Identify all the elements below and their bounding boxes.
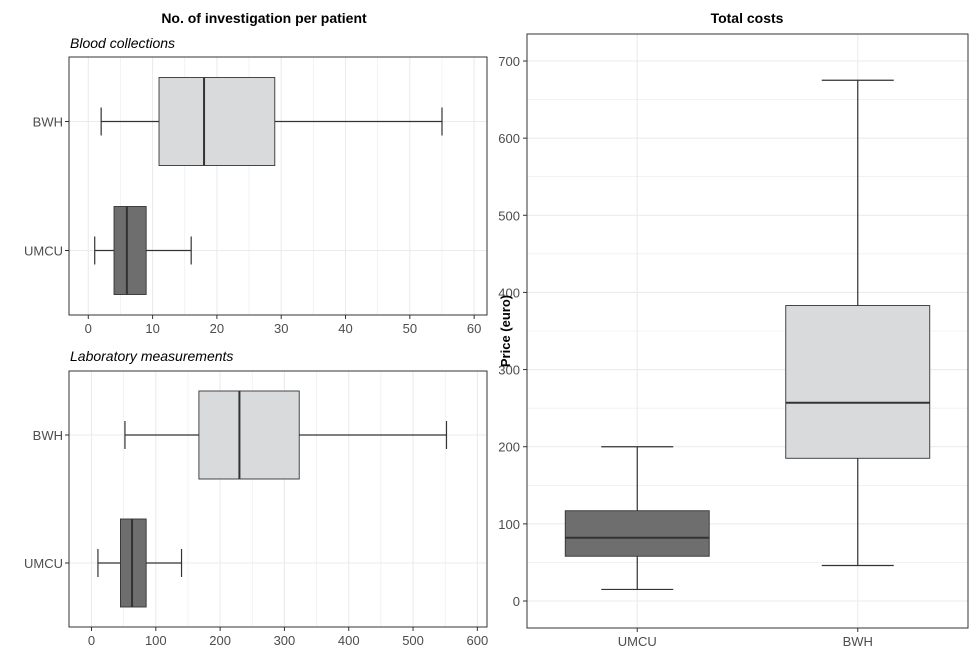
box-iqr	[564, 510, 710, 557]
y-tick-label: 0	[513, 594, 520, 609]
y-tick-label: 300	[498, 363, 520, 378]
y-tick-label: UMCU	[24, 556, 63, 571]
panel-border	[68, 56, 488, 316]
y-tick-label: 600	[498, 131, 520, 146]
y-tick-label: UMCU	[24, 244, 63, 259]
panel-1: Blood collections BWH UMCU 0 10 20 30 40 50 60	[24, 35, 488, 336]
y-tick-label: 400	[498, 285, 520, 300]
box-umcu	[97, 518, 183, 608]
x-tick-label: 500	[402, 633, 424, 648]
box-iqr	[785, 305, 931, 459]
y-tick-label: BWH	[33, 115, 63, 130]
box-bwh	[100, 77, 443, 166]
x-tick-label: 0	[88, 633, 95, 648]
y-tick-label: BWH	[33, 428, 63, 443]
panel-subtitle: Laboratory measurements	[70, 348, 233, 364]
y-tick-label: 100	[498, 517, 520, 532]
panel-title: Total costs	[711, 10, 784, 26]
x-tick-label: UMCU	[618, 634, 657, 649]
x-tick-label: 60	[467, 321, 481, 336]
box-bwh	[124, 390, 448, 480]
x-tick-label: 20	[210, 321, 224, 336]
panel-2: Laboratory measurements BWH UMCU 0 100 200 300…	[24, 348, 488, 648]
x-tick-label: 100	[145, 633, 167, 648]
panel-3: Total costs UMCU BWH 0 100 200 300 400 500 600 700…	[498, 10, 969, 649]
x-tick-label: 40	[338, 321, 352, 336]
x-tick-label: 400	[338, 633, 360, 648]
x-tick-label: 0	[85, 321, 92, 336]
left-panel-title: No. of investigation per patient	[161, 10, 367, 26]
y-tick-label: 500	[498, 208, 520, 223]
x-tick-label: 30	[274, 321, 288, 336]
panel-border	[526, 33, 969, 629]
box-umcu	[564, 446, 710, 591]
box-iqr	[113, 206, 147, 295]
y-tick-label: 200	[498, 440, 520, 455]
x-tick-label: 200	[209, 633, 231, 648]
y-tick-label: 700	[498, 54, 520, 69]
x-tick-label: 600	[467, 633, 489, 648]
x-tick-label: 50	[403, 321, 417, 336]
box-iqr	[158, 77, 276, 166]
box-bwh	[785, 79, 931, 567]
box-iqr	[119, 518, 147, 608]
box-umcu	[94, 206, 192, 295]
box-iqr	[198, 390, 300, 480]
panel-subtitle: Blood collections	[70, 35, 175, 51]
x-tick-label: BWH	[843, 634, 873, 649]
y-axis-label: Price (euro)	[498, 295, 513, 367]
x-tick-label: 10	[145, 321, 159, 336]
x-tick-label: 300	[274, 633, 296, 648]
panel-border	[68, 370, 488, 628]
